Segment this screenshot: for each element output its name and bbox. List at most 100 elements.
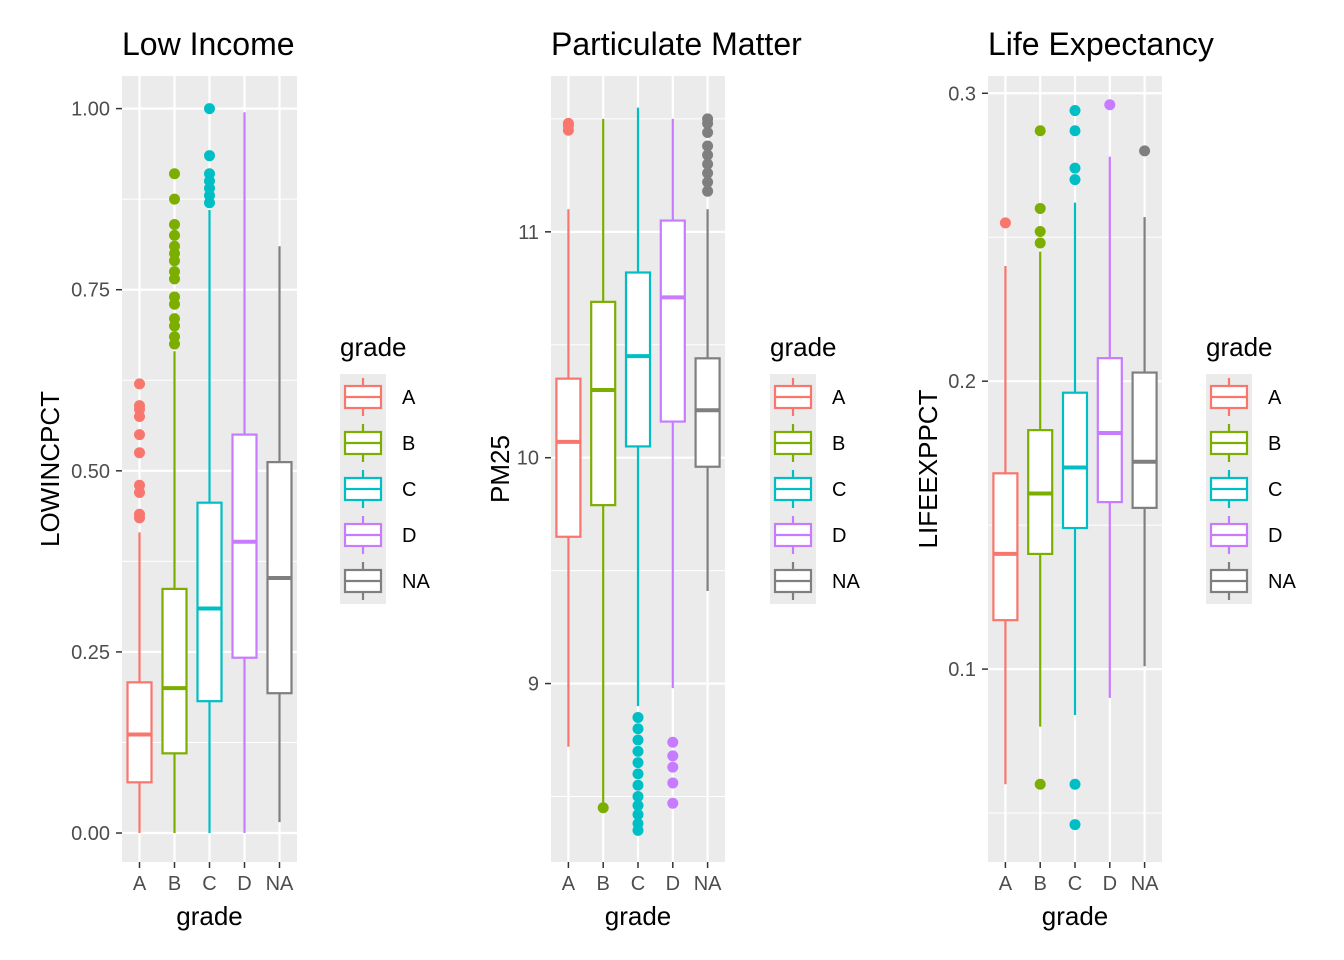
legend-key-c: C: [343, 470, 416, 508]
outlier-point: [1069, 778, 1081, 790]
iqr-box: [231, 433, 258, 659]
outlier-point: [632, 809, 644, 821]
iqr-box: [1096, 357, 1123, 504]
outlier-point: [632, 779, 644, 791]
x-tick-label: B: [168, 873, 181, 895]
y-tick-label: 0.00: [71, 823, 110, 845]
legend-label: C: [1268, 479, 1282, 501]
x-tick-label: B: [597, 873, 610, 895]
outlier-point: [1069, 174, 1081, 186]
outlier-point: [134, 378, 145, 390]
outlier-point: [702, 176, 714, 188]
legend: grade A B C D NA: [340, 332, 430, 604]
x-tick-label: A: [562, 873, 576, 895]
box-a: [126, 378, 153, 834]
outlier-point: [632, 734, 644, 746]
box-c: [196, 103, 223, 834]
outlier-point: [1034, 202, 1046, 214]
outlier-point: [169, 266, 180, 278]
legend-key-na: NA: [343, 562, 430, 600]
outlier-point: [632, 723, 644, 735]
outlier-point: [134, 508, 145, 520]
outlier-point: [702, 140, 714, 152]
box-na: [1131, 145, 1158, 667]
legend-label: B: [1268, 433, 1281, 455]
legend-key-c: C: [1209, 470, 1282, 508]
y-axis-title: LIFEEXPPCT: [913, 389, 943, 548]
y-tick-label: 0.50: [71, 461, 110, 483]
legend-label: NA: [402, 571, 430, 593]
legend: grade A B C D NA: [770, 332, 860, 604]
outlier-point: [632, 791, 644, 802]
y-tick-label: 0.2: [948, 371, 976, 393]
outlier-point: [1069, 819, 1081, 831]
x-axis-title: grade: [605, 901, 672, 931]
legend-key-d: D: [1209, 516, 1282, 554]
iqr-box: [161, 587, 188, 755]
outlier-point: [204, 150, 215, 162]
legend-key-a: A: [773, 378, 846, 416]
chart-title: Life Expectancy: [988, 26, 1214, 62]
outlier-point: [632, 757, 644, 769]
box-c: [624, 107, 652, 836]
legend: grade A B C D NA: [1206, 332, 1296, 604]
iqr-box: [1061, 391, 1089, 530]
outlier-point: [134, 400, 145, 412]
y-tick-label: 0.1: [948, 659, 976, 681]
iqr-box: [555, 377, 582, 538]
outlier-point: [169, 219, 180, 231]
x-tick-label: D: [666, 873, 680, 895]
iqr-box: [694, 357, 721, 468]
x-tick-label: B: [1034, 873, 1047, 895]
box-a: [555, 117, 582, 747]
y-tick-label: 10: [517, 448, 539, 470]
iqr-box: [1131, 371, 1158, 509]
legend-key-b: B: [1209, 424, 1281, 462]
y-axis-title: LOWINCPCT: [35, 391, 65, 547]
x-tick-label: D: [237, 873, 251, 895]
legend-key-na: NA: [1209, 562, 1296, 600]
box-c: [1061, 105, 1089, 831]
outlier-point: [667, 777, 679, 789]
x-tick-label: NA: [694, 873, 722, 895]
x-tick-label: NA: [266, 873, 294, 895]
y-tick-label: 0.75: [71, 280, 110, 302]
legend-key-b: B: [773, 424, 845, 462]
outlier-point: [702, 149, 714, 161]
legend-title: grade: [770, 332, 837, 362]
outlier-point: [169, 291, 180, 303]
y-tick-label: 1.00: [71, 99, 110, 121]
x-tick-label: A: [133, 873, 147, 895]
outlier-point: [134, 479, 145, 491]
outlier-point: [702, 185, 714, 197]
outlier-point: [1034, 225, 1046, 237]
legend-key-d: D: [773, 516, 846, 554]
y-tick-label: 11: [518, 222, 539, 244]
outlier-point: [702, 113, 714, 125]
legend-key-b: B: [343, 424, 415, 462]
outlier-point: [1069, 125, 1081, 137]
outlier-point: [999, 217, 1011, 229]
x-axis-title: grade: [176, 901, 243, 931]
y-tick-label: 0.25: [71, 642, 110, 664]
legend-label: C: [402, 479, 416, 501]
box-na: [266, 246, 293, 823]
iqr-box: [659, 219, 686, 423]
outlier-point: [632, 768, 644, 780]
y-tick-label: 0.3: [948, 83, 976, 105]
legend-key-d: D: [343, 516, 416, 554]
legend-label: D: [832, 525, 846, 547]
legend-title: grade: [1206, 332, 1273, 362]
outlier-point: [1034, 125, 1046, 137]
legend-label: D: [402, 525, 416, 547]
legend-key-c: C: [773, 470, 846, 508]
box-d: [231, 112, 258, 834]
legend-title: grade: [340, 332, 407, 362]
x-tick-label: NA: [1131, 873, 1159, 895]
legend-key-na: NA: [773, 562, 860, 600]
legend-label: NA: [832, 571, 860, 593]
